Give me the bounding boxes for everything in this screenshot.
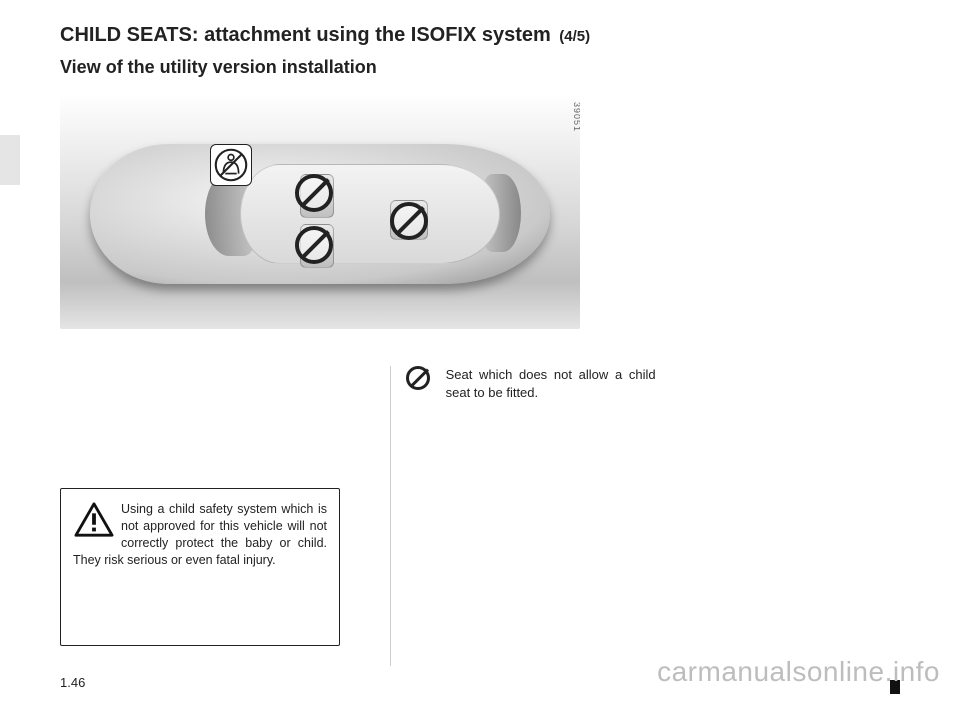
heading-part: (4/5) <box>559 28 590 45</box>
warning-box: Using a child safety system which is not… <box>60 488 340 646</box>
legend: Seat which does not allow a child seat t… <box>406 366 662 401</box>
column-divider <box>390 366 391 666</box>
heading-title: CHILD SEATS: attachment using the ISOFIX… <box>60 24 551 46</box>
vehicle-top-view-figure: 39051 <box>60 94 580 329</box>
no-fit-legend-text: Seat which does not allow a child seat t… <box>446 366 656 401</box>
no-fit-icon <box>295 174 333 212</box>
side-tab <box>0 135 20 185</box>
child-seat-prohibited-badge <box>210 144 252 186</box>
page-number: 1.46 <box>60 675 85 690</box>
warning-triangle-icon <box>73 501 115 539</box>
page-subtitle: View of the utility version installation <box>60 57 900 78</box>
no-fit-icon <box>295 226 333 264</box>
car-illustration <box>90 124 550 304</box>
page-marker <box>890 680 900 694</box>
no-fit-icon <box>390 202 428 240</box>
figure-image-id: 39051 <box>572 102 580 132</box>
no-fit-legend-icon <box>406 366 434 394</box>
page-heading: CHILD SEATS: attachment using the ISOFIX… <box>60 24 900 47</box>
car-roof <box>240 164 500 264</box>
